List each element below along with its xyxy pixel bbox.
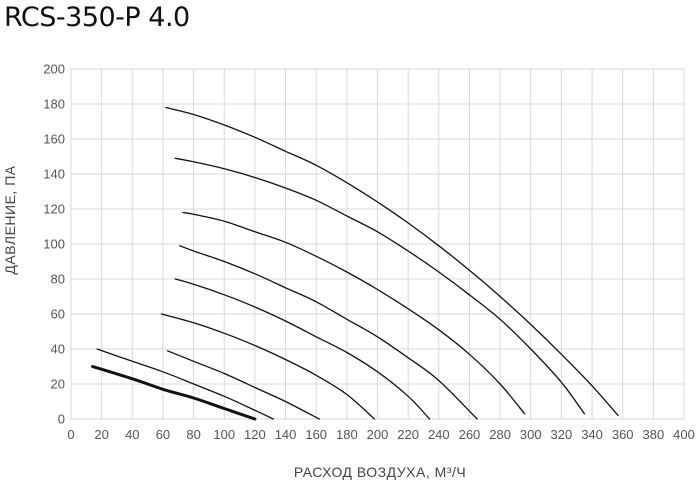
fan-curve-8 (165, 106, 619, 417)
fan-curve-7 (174, 157, 586, 415)
x-tick-label: 100 (213, 427, 235, 442)
x-tick-label: 200 (367, 427, 389, 442)
y-tick-label: 60 (51, 307, 65, 322)
x-tick-label: 80 (186, 427, 200, 442)
x-tick-label: 280 (489, 427, 511, 442)
x-tick-label: 120 (244, 427, 266, 442)
y-tick-label: 140 (43, 167, 65, 182)
fan-curve-2 (166, 350, 320, 420)
x-tick-label: 260 (459, 427, 481, 442)
x-tick-label: 360 (612, 427, 634, 442)
tick-labels: 0 20 40 60 80 100 120 140 160 180 200 220 240 260 280 3… (43, 62, 695, 443)
chart-title: RCS-350-P 4.0 (4, 2, 190, 33)
fan-curve-3 (160, 313, 376, 420)
fan-curves (91, 106, 619, 421)
y-tick-label: 120 (43, 202, 65, 217)
x-tick-label: 300 (520, 427, 542, 442)
x-tick-label: 380 (642, 427, 664, 442)
x-tick-label: 40 (125, 427, 139, 442)
fan-curve-bold (91, 365, 257, 421)
y-tick-label: 80 (51, 272, 65, 287)
fan-curve-5 (179, 245, 478, 420)
x-axis-label: РАСХОД ВОЗДУХА, М³/Ч (293, 464, 467, 480)
fan-curve-4 (174, 278, 431, 420)
x-tick-label: 20 (94, 427, 108, 442)
x-tick-label: 340 (581, 427, 603, 442)
y-tick-label: 20 (51, 377, 65, 392)
y-tick-label: 180 (43, 97, 65, 112)
x-tick-label: 160 (305, 427, 327, 442)
x-tick-label: 320 (551, 427, 573, 442)
y-tick-label: 100 (43, 237, 65, 252)
y-tick-label: 40 (51, 342, 65, 357)
x-tick-label: 140 (275, 427, 297, 442)
y-tick-label: 200 (43, 62, 65, 77)
x-tick-label: 220 (397, 427, 419, 442)
grid-lines (70, 68, 685, 420)
x-tick-label: 60 (156, 427, 170, 442)
x-tick-label: 0 (67, 427, 74, 442)
fan-curve-6 (182, 211, 526, 415)
y-tick-label: 160 (43, 132, 65, 147)
fan-curve-1 (96, 348, 274, 420)
x-tick-label: 240 (428, 427, 450, 442)
y-tick-label: 0 (58, 412, 65, 427)
x-tick-label: 180 (336, 427, 358, 442)
x-tick-label: 400 (673, 427, 695, 442)
